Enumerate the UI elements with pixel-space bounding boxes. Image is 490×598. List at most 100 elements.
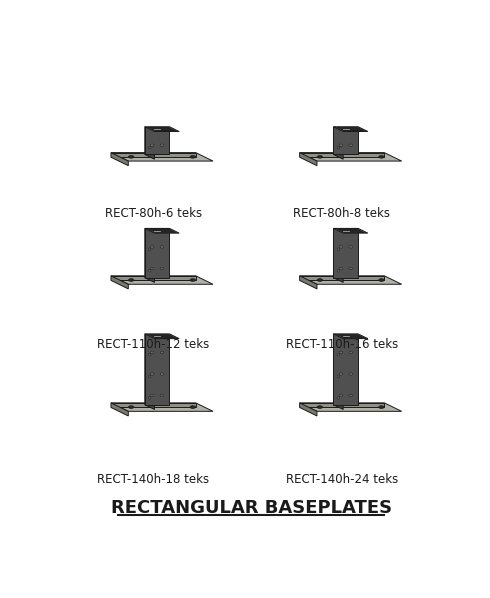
Ellipse shape [338,376,339,377]
Ellipse shape [160,394,164,396]
Polygon shape [111,152,213,161]
Polygon shape [145,228,179,233]
Ellipse shape [128,155,134,158]
Ellipse shape [337,375,340,377]
Ellipse shape [337,147,340,149]
Polygon shape [145,334,154,410]
Ellipse shape [317,406,322,408]
Polygon shape [334,334,368,338]
Ellipse shape [349,246,352,248]
Ellipse shape [161,352,163,353]
Ellipse shape [340,145,342,146]
Ellipse shape [338,397,339,398]
Ellipse shape [350,268,351,269]
Ellipse shape [338,270,339,271]
Ellipse shape [160,351,164,353]
Polygon shape [111,276,196,280]
Ellipse shape [340,373,342,374]
Polygon shape [111,403,196,407]
Ellipse shape [337,396,340,399]
Ellipse shape [128,406,134,408]
Ellipse shape [151,373,153,374]
Polygon shape [300,152,402,161]
Polygon shape [145,334,170,405]
Ellipse shape [190,406,196,408]
Ellipse shape [339,144,343,147]
Ellipse shape [150,246,154,248]
Ellipse shape [349,267,352,270]
Ellipse shape [161,373,163,374]
Ellipse shape [379,279,384,282]
Ellipse shape [379,406,384,408]
Ellipse shape [340,268,342,269]
Ellipse shape [150,267,154,270]
Polygon shape [111,403,128,416]
Ellipse shape [339,267,343,270]
Ellipse shape [338,249,339,250]
Ellipse shape [161,246,163,248]
Ellipse shape [151,145,153,146]
Ellipse shape [160,267,164,270]
Ellipse shape [149,249,150,250]
Polygon shape [300,403,384,407]
Ellipse shape [349,373,352,375]
Ellipse shape [160,246,164,248]
Ellipse shape [161,268,163,269]
Polygon shape [300,276,402,284]
Ellipse shape [337,248,340,251]
Polygon shape [300,276,384,280]
Ellipse shape [149,270,150,271]
Ellipse shape [340,246,342,248]
Ellipse shape [317,279,322,282]
Ellipse shape [149,354,150,355]
Ellipse shape [350,395,351,396]
Polygon shape [148,334,176,338]
Polygon shape [145,334,179,338]
Ellipse shape [340,395,342,396]
Ellipse shape [340,352,342,353]
Ellipse shape [350,246,351,248]
Polygon shape [145,127,179,132]
Ellipse shape [150,394,154,396]
Polygon shape [300,403,402,411]
Polygon shape [111,152,128,166]
Ellipse shape [190,279,196,282]
Polygon shape [334,127,343,159]
Polygon shape [337,334,365,338]
Ellipse shape [379,155,384,158]
Polygon shape [148,127,176,131]
Polygon shape [337,229,365,233]
Polygon shape [337,127,365,131]
Polygon shape [334,228,358,277]
Polygon shape [300,152,317,166]
Polygon shape [148,229,176,233]
Text: RECT-140h-24 teks: RECT-140h-24 teks [286,473,398,486]
Ellipse shape [148,375,151,377]
Ellipse shape [148,396,151,399]
Ellipse shape [190,155,196,158]
Ellipse shape [339,246,343,248]
Ellipse shape [150,144,154,147]
Polygon shape [145,127,154,159]
Ellipse shape [151,268,153,269]
Polygon shape [111,276,213,284]
Polygon shape [111,276,128,289]
Text: RECT-110h-12 teks: RECT-110h-12 teks [97,338,209,351]
Ellipse shape [349,144,352,147]
Ellipse shape [339,373,343,375]
Ellipse shape [148,353,151,356]
Ellipse shape [151,352,153,353]
Ellipse shape [161,145,163,146]
Ellipse shape [317,155,322,158]
Ellipse shape [150,373,154,375]
Text: RECT-140h-18 teks: RECT-140h-18 teks [98,473,209,486]
Polygon shape [334,127,358,154]
Ellipse shape [349,394,352,396]
Polygon shape [300,152,384,157]
Ellipse shape [128,279,134,282]
Ellipse shape [149,376,150,377]
Ellipse shape [160,144,164,147]
Text: RECT-80h-6 teks: RECT-80h-6 teks [105,208,202,220]
Polygon shape [334,334,358,405]
Polygon shape [334,334,343,410]
